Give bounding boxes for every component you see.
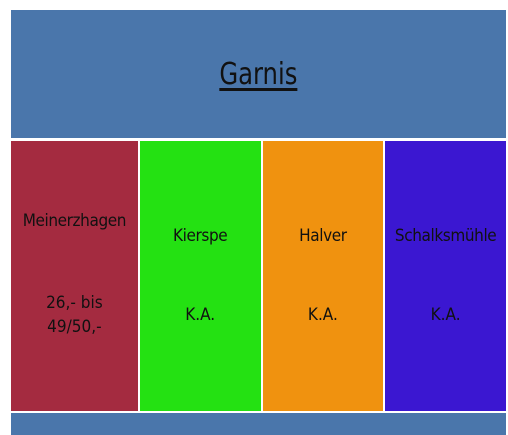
column: Halver K.A. bbox=[262, 141, 384, 411]
column-name: Halver bbox=[299, 226, 347, 246]
price-line: K.A. bbox=[185, 305, 216, 325]
column-name: Kierspe bbox=[173, 226, 228, 246]
column-name: Schalksmühle bbox=[394, 226, 497, 246]
price-line: 26,- bis bbox=[46, 293, 103, 313]
header: Garnis bbox=[11, 10, 506, 138]
footer-band bbox=[11, 413, 506, 435]
column-price: K.A. bbox=[140, 303, 261, 327]
price-line: K.A. bbox=[430, 305, 461, 325]
columns: Meinerzhagen 26,- bis 49/50,- Kierspe K.A. Ha… bbox=[11, 141, 506, 411]
column: Kierspe K.A. bbox=[139, 141, 261, 411]
column: Meinerzhagen 26,- bis 49/50,- bbox=[11, 141, 138, 411]
column-price: K.A. bbox=[385, 303, 506, 327]
title: Garnis bbox=[219, 56, 298, 92]
column: Schalksmühle K.A. bbox=[385, 141, 506, 411]
column-price: 26,- bis 49/50,- bbox=[11, 291, 138, 339]
price-line: K.A. bbox=[307, 305, 338, 325]
column-price: K.A. bbox=[263, 303, 384, 327]
price-line: 49/50,- bbox=[47, 317, 102, 337]
column-name: Meinerzhagen bbox=[22, 211, 127, 231]
